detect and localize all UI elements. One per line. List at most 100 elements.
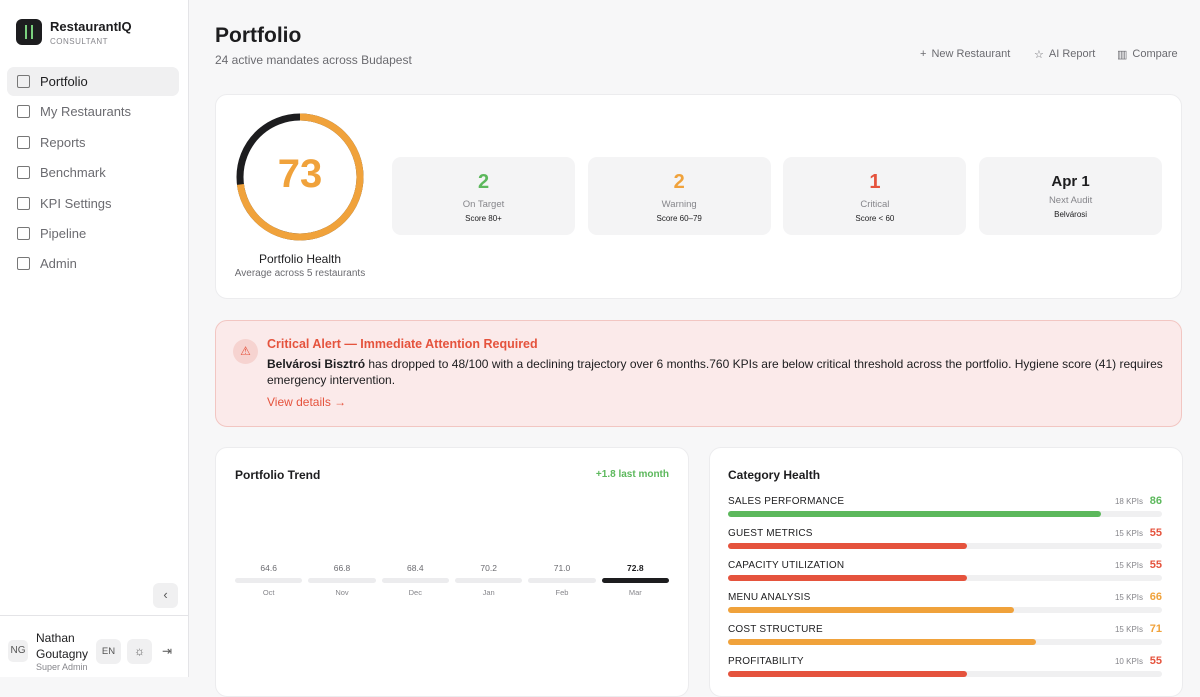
avatar: NG (8, 640, 28, 662)
stat-card: 2 On Target Score 80+ (392, 157, 575, 235)
category-bar (728, 639, 1037, 645)
category-bar (728, 575, 967, 581)
category-name: MENU ANALYSIS (728, 592, 811, 603)
trend-month: Oct (262, 588, 275, 597)
nav-icon (17, 166, 30, 180)
language-button[interactable]: EN (96, 639, 121, 664)
sidebar: RestaurantIQ CONSULTANT Portfolio My Rest… (0, 0, 189, 677)
health-gauge (236, 113, 364, 241)
category-bar (728, 511, 1102, 517)
alert-body: Belvárosi Bisztró has dropped to 48/100 … (267, 356, 1167, 388)
trend-month: Feb (555, 588, 569, 597)
category-kpis: 15 KPIs (1114, 593, 1143, 602)
category-card (709, 447, 1183, 697)
alert: ⚠ Critical Alert — Immediate Attention R… (215, 320, 1182, 427)
nav-item[interactable]: Portfolio (7, 67, 179, 96)
trend-title: Portfolio Trend (235, 468, 321, 482)
trend-value: 68.4 (407, 563, 424, 573)
category-bar (728, 671, 967, 677)
stat-value: Apr 1 (1051, 173, 1090, 190)
trend-value: 70.2 (480, 563, 497, 573)
action-button[interactable]: ▥ Compare (1117, 48, 1178, 61)
nav-item[interactable]: Pipeline (7, 219, 179, 248)
category-score: 55 (1149, 527, 1162, 539)
user-title: Super Admin (36, 662, 88, 672)
category-name: COST STRUCTURE (728, 624, 823, 635)
stat-label: Next Audit (1048, 195, 1093, 206)
category-bar (728, 607, 1015, 613)
trend-card (215, 447, 689, 697)
trend-change: +1.8 last month (595, 469, 669, 480)
category-kpis: 18 KPIs (1114, 497, 1143, 506)
collapse-button[interactable]: ‹ (153, 583, 178, 608)
trend-month: Mar (628, 588, 642, 597)
category-name: SALES PERFORMANCE (728, 496, 845, 507)
trend-value: 64.6 (260, 563, 277, 573)
action-button[interactable]: + New Restaurant (920, 48, 1010, 60)
category-kpis: 15 KPIs (1114, 561, 1143, 570)
category-score: 55 (1149, 559, 1162, 571)
action-label: New Restaurant (931, 48, 1011, 60)
nav-icon (17, 196, 30, 210)
alert-restaurant: Belvárosi Bisztró (267, 357, 366, 371)
trend-bar (381, 578, 449, 583)
nav-item[interactable]: KPI Settings (7, 189, 179, 218)
trend-month: Jan (482, 588, 495, 597)
action-icon: ☆ (1034, 49, 1044, 61)
health-label: Portfolio Health (258, 252, 342, 266)
nav-item[interactable]: Reports (7, 128, 179, 157)
brand: RestaurantIQ (50, 19, 132, 34)
trend-month: Dec (408, 588, 422, 597)
action-label: Compare (1132, 48, 1178, 60)
category-score: 71 (1149, 623, 1162, 635)
category-name: GUEST METRICS (728, 528, 813, 539)
category-kpis: 10 KPIs (1114, 657, 1143, 666)
category-name: PROFITABILITY (728, 656, 804, 667)
stat-value: 2 (477, 171, 490, 193)
nav-icon (17, 105, 30, 119)
alert-link[interactable]: View details → (267, 395, 347, 409)
stat-card: Apr 1 Next Audit Belvárosi (979, 157, 1163, 235)
nav-icon (17, 227, 30, 240)
stat-card: 1 Critical Score < 60 (783, 157, 967, 235)
stat-note: Score 80+ (465, 214, 502, 223)
logo (16, 19, 42, 45)
stat-label: Warning (661, 199, 697, 210)
trend-month: Nov (335, 588, 349, 597)
theme-button[interactable]: ☼ (127, 639, 152, 664)
nav-icon (17, 75, 30, 88)
trend-bar (528, 578, 596, 583)
nav-icon (17, 135, 30, 149)
category-score: 66 (1149, 591, 1162, 603)
stat-value: 2 (673, 171, 685, 193)
page-subtitle: 24 active mandates across Budapest (215, 53, 412, 67)
category-kpis: 15 KPIs (1114, 529, 1143, 538)
stat-value: 1 (869, 171, 881, 193)
category-title: Category Health (728, 468, 821, 482)
health-caption: Average across 5 restaurants (234, 268, 366, 279)
nav-item[interactable]: My Restaurants (7, 97, 179, 126)
action-button[interactable]: ☆ AI Report (1034, 48, 1095, 61)
gauge-arc (236, 113, 364, 241)
stat-note: Belvárosi (1054, 210, 1088, 219)
category-score: 55 (1149, 655, 1162, 667)
category-name: CAPACITY UTILIZATION (728, 560, 845, 571)
action-icon: + (920, 48, 927, 60)
role: CONSULTANT (50, 37, 109, 46)
stat-note: Score 60–79 (656, 214, 702, 223)
nav-item[interactable]: Benchmark (7, 158, 179, 187)
category-kpis: 15 KPIs (1114, 625, 1143, 634)
trend-bar (601, 578, 669, 583)
user-name: Nathan Goutagny (36, 631, 89, 661)
nav-icon (17, 257, 30, 271)
trend-bar (308, 578, 376, 583)
logout-button[interactable]: ⇥ (162, 644, 173, 658)
stat-label: On Target (462, 199, 505, 210)
health-score: 73 (277, 152, 323, 196)
category-bar (728, 543, 967, 549)
alert-text: has dropped to 48/100 with a declining t… (267, 357, 1163, 387)
category-score: 86 (1149, 495, 1162, 507)
nav-item[interactable]: Admin (7, 249, 179, 278)
